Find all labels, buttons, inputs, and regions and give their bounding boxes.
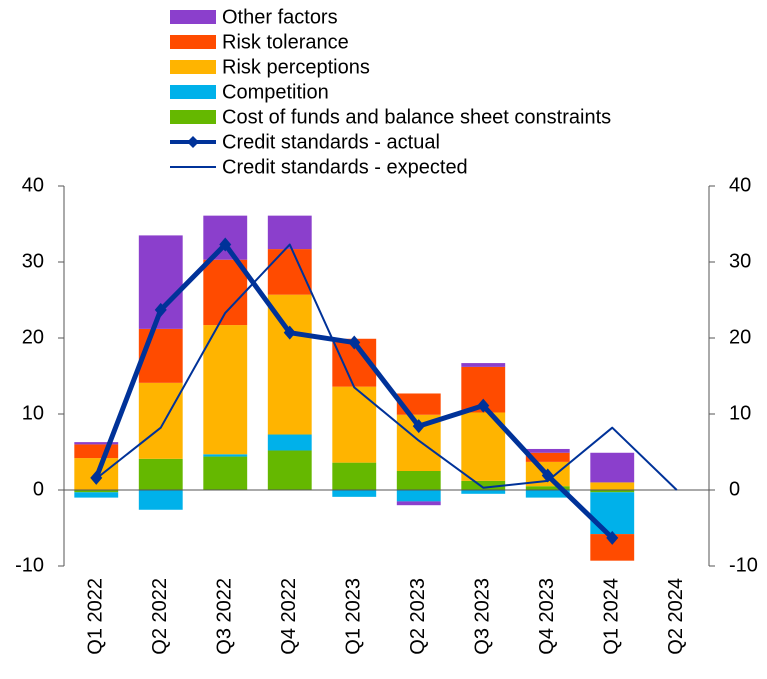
line-marker	[219, 237, 232, 252]
bar-segment	[74, 490, 119, 493]
legend-label: Other factors	[222, 6, 338, 28]
bar-segment	[525, 486, 570, 490]
legend-label: Credit standards - expected	[222, 156, 468, 178]
y2-tick-label: 40	[729, 174, 751, 196]
bar-segment	[396, 490, 441, 502]
x-tick-label: Q1 2022	[85, 578, 107, 655]
bar-segment	[267, 294, 312, 435]
y2-tick-label: 30	[729, 250, 751, 272]
bar-segment	[203, 325, 248, 455]
legend-swatch	[170, 110, 216, 124]
bar-segment	[138, 382, 183, 459]
line-marker	[154, 302, 167, 317]
y-tick-label: 20	[22, 326, 44, 348]
x-tick-label: Q4 2023	[536, 578, 558, 655]
bar-segment	[138, 458, 183, 490]
legend-label: Cost of funds and balance sheet constrai…	[222, 106, 611, 128]
y2-tick-label: 10	[729, 402, 751, 424]
bar-segment	[203, 456, 248, 490]
bar-segment	[74, 442, 119, 445]
bar-segment	[332, 462, 377, 490]
bar-segment	[590, 452, 635, 483]
legend-swatch	[170, 10, 216, 24]
y2-tick-label: -10	[729, 554, 758, 576]
legend-swatch	[170, 85, 216, 99]
bar-segment	[461, 490, 506, 494]
line-marker	[606, 530, 619, 545]
bar-segment	[138, 328, 183, 383]
bar-segment	[74, 444, 119, 459]
line-marker	[477, 398, 490, 413]
x-tick-label: Q1 2024	[601, 578, 623, 655]
y-tick-label: 30	[22, 250, 44, 272]
line-marker	[412, 419, 425, 434]
bar-segment	[590, 482, 635, 490]
legend-marker	[187, 136, 199, 148]
bar-segment	[332, 490, 377, 497]
legend-swatch	[170, 60, 216, 74]
bar-segment	[525, 452, 570, 462]
y-tick-label: 10	[22, 402, 44, 424]
bar-segment	[525, 448, 570, 453]
y2-tick-label: 20	[729, 326, 751, 348]
bar-segment	[590, 490, 635, 493]
legend-label: Risk tolerance	[222, 31, 349, 53]
y-tick-label: -10	[15, 554, 44, 576]
bar-segment	[267, 450, 312, 490]
x-tick-label: Q2 2022	[149, 578, 171, 655]
bar-segment	[267, 215, 312, 250]
bar-segment	[138, 490, 183, 510]
bar-segment	[203, 454, 248, 457]
legend-label: Competition	[222, 81, 329, 103]
line	[95, 243, 678, 491]
bar-segment	[396, 501, 441, 506]
bar-segment	[74, 492, 119, 498]
x-tick-label: Q1 2023	[343, 578, 365, 655]
legend-swatch	[170, 35, 216, 49]
x-tick-label: Q2 2024	[665, 578, 687, 655]
bar-segment	[267, 434, 312, 451]
bar-segment	[590, 492, 635, 535]
bar-segment	[267, 249, 312, 295]
x-tick-label: Q4 2022	[278, 578, 300, 655]
bar-segment	[461, 363, 506, 367]
legend-label: Risk perceptions	[222, 56, 370, 78]
bar-segment	[525, 490, 570, 498]
y-tick-label: 40	[22, 174, 44, 196]
y-tick-label: 0	[33, 478, 44, 500]
x-tick-label: Q3 2022	[214, 578, 236, 655]
x-tick-label: Q2 2023	[407, 578, 429, 655]
line-marker	[283, 325, 296, 340]
legend-label: Credit standards - actual	[222, 131, 440, 153]
x-tick-label: Q3 2023	[472, 578, 494, 655]
line-marker	[348, 335, 361, 350]
bar-segment	[332, 386, 377, 463]
bar-segment	[461, 480, 506, 490]
y2-tick-label: 0	[729, 478, 740, 500]
bar-segment	[396, 471, 441, 490]
